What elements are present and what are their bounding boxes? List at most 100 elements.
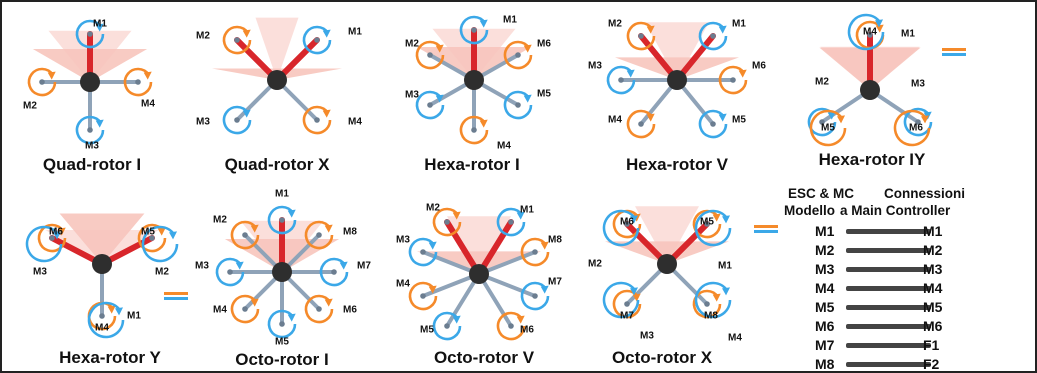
rotation-arrowhead-icon — [428, 285, 437, 294]
equals-icon — [164, 292, 188, 300]
motor-label: M3 — [588, 60, 602, 72]
rotation-arrowhead-icon — [287, 313, 296, 322]
rotation-arrowhead-icon — [428, 241, 437, 250]
motor-label: M3 — [396, 234, 410, 246]
frame-center — [267, 70, 287, 90]
rotation-arrowhead-icon — [827, 111, 836, 120]
esc-model-label: M8 — [815, 356, 835, 372]
rotation-ccw-icon — [459, 15, 489, 45]
rotation-arrowhead-icon — [95, 119, 104, 128]
frame-center — [92, 254, 112, 274]
arm — [477, 250, 537, 276]
rotation-ccw-icon — [267, 309, 297, 339]
rotation-arrowhead-icon — [169, 231, 178, 240]
rotation-cw-icon — [230, 294, 260, 324]
rotation-cw-icon — [503, 40, 533, 70]
motor-label: M1 — [732, 18, 746, 30]
rotation-arrowhead-icon — [287, 209, 296, 218]
rotation-ccw-icon — [415, 90, 445, 120]
forward-direction-cone — [45, 230, 159, 264]
rotation-cw-icon — [692, 289, 722, 319]
motor-hub — [49, 235, 55, 241]
arm — [477, 272, 513, 328]
motor-label: M4 — [95, 322, 109, 334]
motor-label: M8 — [704, 310, 718, 322]
config-title: Quad-rotor X — [224, 155, 330, 174]
motor-hub — [638, 121, 644, 127]
esc-table-row: M8 F2 — [792, 356, 992, 372]
equals-icon — [942, 48, 966, 56]
rotation-cw-icon — [432, 207, 462, 237]
motor-label: M5 — [141, 226, 155, 238]
rotation-arrowhead-icon — [516, 315, 525, 324]
config-title: Quad-rotor I — [42, 155, 142, 174]
motor-hub — [314, 117, 320, 123]
motor-label: M3 — [640, 330, 654, 342]
motor-hub — [99, 313, 105, 319]
rotation-arrowhead-icon — [738, 69, 747, 78]
motor-hub — [316, 306, 322, 312]
motor-label: M4 — [728, 332, 742, 344]
esc-table-row: M7 F1 — [792, 337, 992, 355]
rotation-arrowhead-icon — [540, 241, 549, 250]
config-title: Octo-rotor V — [433, 348, 535, 367]
rotation-arrowhead-icon — [235, 261, 244, 270]
motor-label: M4 — [608, 114, 622, 126]
esc-model-label: M3 — [815, 261, 835, 277]
motor-label: M5 — [275, 336, 289, 348]
motor-hub — [508, 323, 514, 329]
rotation-cw-icon — [123, 67, 153, 97]
rotation-arrowhead-icon — [115, 307, 124, 316]
motor-label: M4 — [396, 278, 410, 290]
motor-hub — [515, 52, 521, 58]
esc-header-left: ESC & MC — [788, 186, 855, 201]
rotation-ccw-icon — [520, 281, 550, 311]
esc-table-row: M6 M6 — [792, 318, 992, 336]
motor-label: M7 — [548, 276, 562, 288]
arm — [477, 272, 537, 298]
rotation-ccw-icon — [698, 109, 728, 139]
motor-label: M2 — [213, 214, 227, 226]
motor-label: M2 — [155, 266, 169, 278]
motor-label: M2 — [196, 30, 210, 42]
rotation-ccw-icon — [847, 13, 885, 51]
motor-hub — [316, 232, 322, 238]
motor-hub — [508, 219, 514, 225]
esc-model-label: M6 — [815, 318, 835, 334]
equals-icon — [754, 225, 778, 233]
esc-header-controller: a Main Controller — [840, 203, 951, 218]
motor-label: M5 — [420, 324, 434, 336]
frame-center — [272, 262, 292, 282]
motor-hub — [710, 33, 716, 39]
motor-hub — [819, 119, 825, 125]
motor-hub — [149, 235, 155, 241]
rotation-ccw-icon — [694, 209, 732, 247]
motor-hub — [915, 119, 921, 125]
motor-label: M5 — [732, 114, 746, 126]
esc-model-label: M4 — [815, 280, 835, 296]
motor-hub — [624, 221, 630, 227]
rotation-cw-icon — [520, 237, 550, 267]
esc-controller-label: M2 — [923, 242, 943, 258]
motor-hub — [427, 52, 433, 58]
esc-controller-label: M4 — [923, 280, 943, 296]
motor-hub — [515, 102, 521, 108]
motor-hub — [234, 37, 240, 43]
motor-label: M8 — [343, 226, 357, 238]
arm — [445, 272, 481, 328]
motor-hub — [314, 37, 320, 43]
rotation-ccw-icon — [432, 311, 462, 341]
rotation-arrowhead-icon — [479, 19, 488, 28]
motor-label: M6 — [752, 60, 766, 72]
rotation-ccw-icon — [602, 281, 640, 319]
esc-table-row: M2 M2 — [792, 242, 992, 260]
rotation-arrowhead-icon — [53, 231, 62, 240]
rotation-cw-icon — [893, 109, 931, 147]
motor-label: M4 — [497, 140, 511, 152]
rotation-ccw-icon — [602, 209, 640, 247]
